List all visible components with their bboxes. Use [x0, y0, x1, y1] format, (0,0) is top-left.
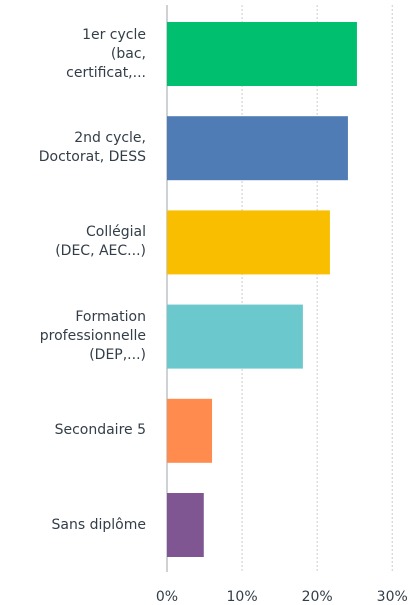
bar — [167, 210, 330, 275]
bar — [167, 398, 213, 463]
x-tick-label: 20% — [302, 589, 333, 605]
x-tick-label: 0% — [156, 589, 178, 605]
y-tick-label: Collégial (DEC, AEC...) — [55, 224, 146, 260]
bar — [167, 493, 204, 557]
x-tick-label: 30% — [377, 589, 408, 605]
y-tick-label: 2nd cycle, Doctorat, DESS — [38, 130, 146, 166]
y-tick-label: 1er cycle (bac, certificat,... — [66, 26, 146, 81]
bar — [167, 116, 348, 181]
y-tick-label: Sans diplôme — [51, 516, 146, 533]
y-tick-label: Secondaire 5 — [54, 422, 146, 439]
y-tick-label: Formation professionnelle (DEP,...) — [39, 309, 146, 364]
x-tick-label: 10% — [227, 589, 258, 605]
bar — [167, 22, 357, 86]
bar — [167, 304, 303, 369]
